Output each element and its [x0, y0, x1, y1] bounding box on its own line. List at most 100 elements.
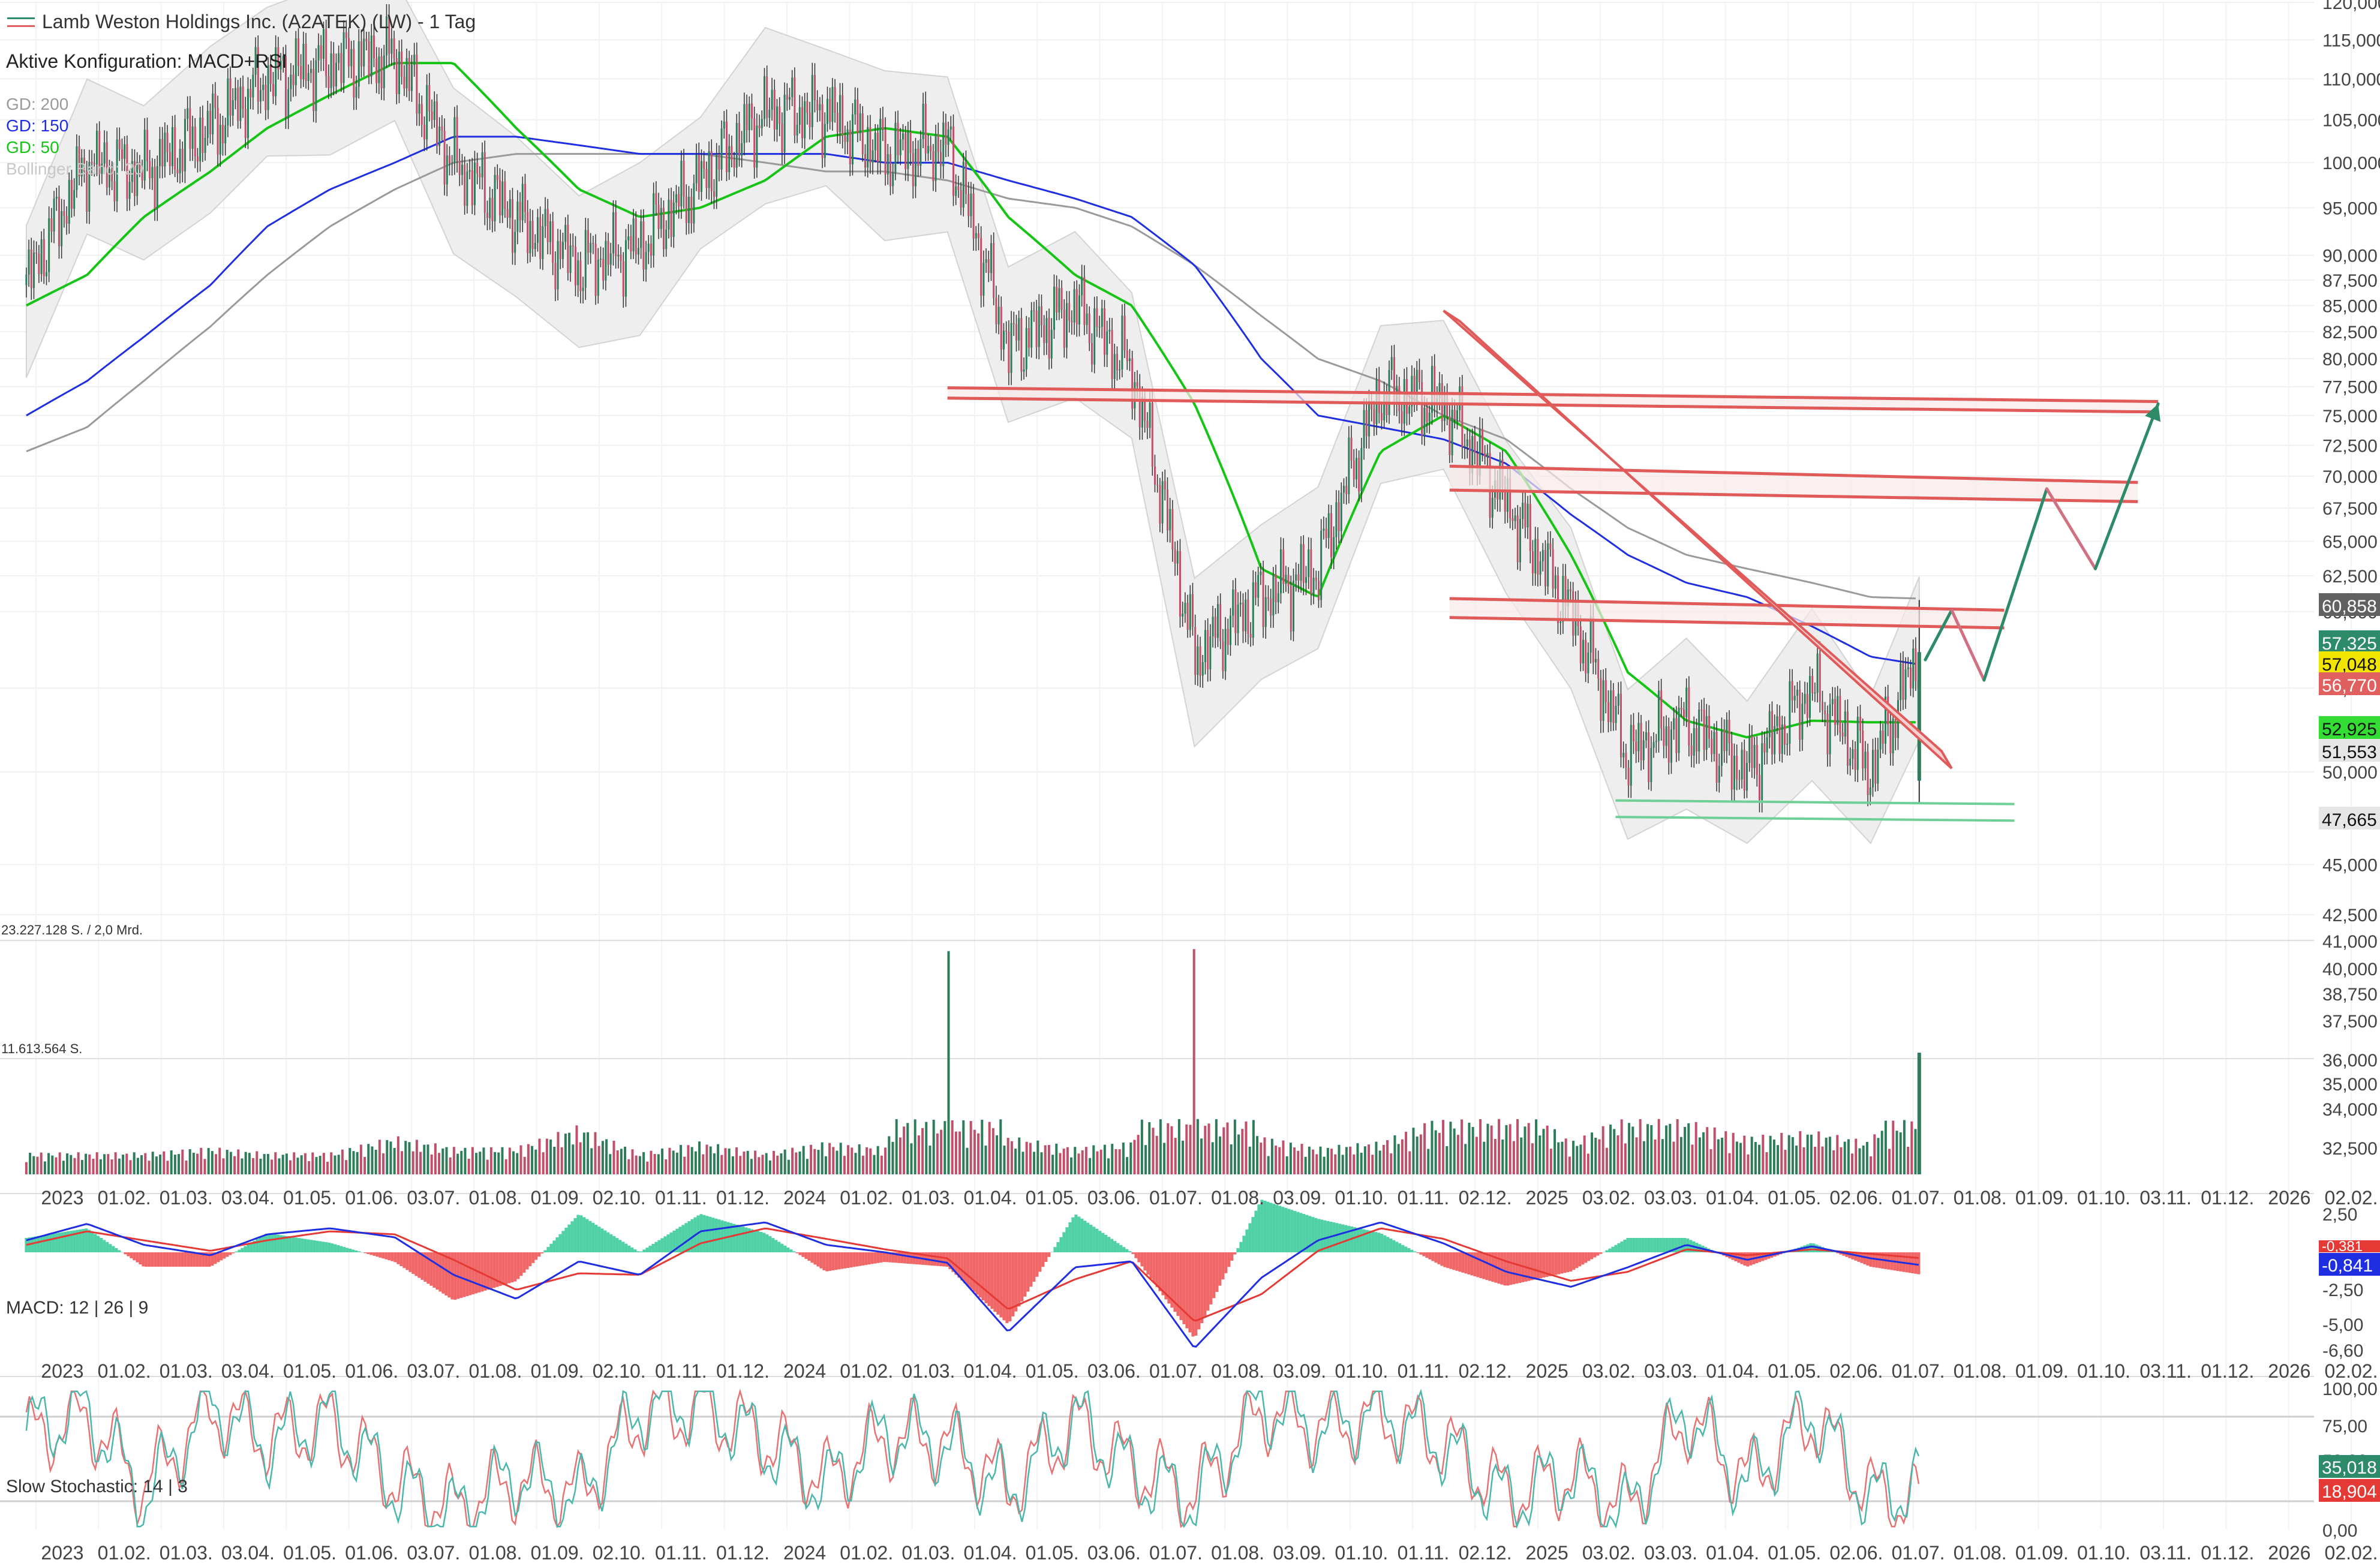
volume-bar — [1036, 1140, 1039, 1174]
candle-body — [967, 194, 970, 217]
candle-body — [312, 68, 315, 112]
volume-bar — [1315, 1154, 1318, 1174]
volume-bar — [531, 1146, 534, 1174]
candle-body — [857, 99, 859, 133]
macd-histogram-bar — [621, 1242, 625, 1252]
volume-bar — [252, 1158, 255, 1174]
volume-bar — [1646, 1124, 1649, 1174]
volume-bar — [560, 1147, 563, 1174]
macd-histogram-bar — [1068, 1222, 1072, 1252]
macd-histogram-bar — [993, 1252, 997, 1312]
volume-bar — [1553, 1129, 1556, 1174]
macd-histogram-bar — [1848, 1252, 1852, 1258]
macd-histogram-bar — [1446, 1252, 1450, 1269]
macd-histogram-bar — [729, 1223, 733, 1252]
candle-body — [315, 60, 317, 112]
macd-histogram-bar — [645, 1248, 649, 1252]
volume-bar — [471, 1147, 474, 1174]
macd-histogram-bar — [306, 1239, 310, 1252]
macd-histogram-bar — [762, 1233, 766, 1252]
candle-body — [143, 130, 146, 181]
volume-bar — [1516, 1119, 1519, 1174]
volume-bar — [761, 1155, 764, 1174]
candle-body — [640, 221, 642, 248]
candle-body — [292, 74, 295, 85]
volume-bar — [415, 1140, 418, 1174]
candle-body — [1027, 327, 1030, 348]
candle-body — [375, 58, 378, 83]
volume-bar — [575, 1125, 578, 1174]
volume-bar — [151, 1152, 154, 1174]
candle-body — [514, 232, 516, 253]
candle-body — [1338, 502, 1340, 531]
candle-body — [55, 197, 58, 199]
candle-body — [1194, 627, 1197, 675]
time-tick-label: 01.07. — [1892, 1542, 1945, 1563]
candle-body — [842, 95, 844, 137]
candle-body — [703, 161, 705, 169]
candle-body — [942, 122, 945, 167]
time-tick-label: 02.10. — [593, 1360, 646, 1382]
volume-bar — [1895, 1131, 1898, 1174]
macd-histogram-bar — [1161, 1252, 1165, 1296]
candle-body — [509, 199, 511, 218]
volume-bar — [512, 1151, 515, 1174]
macd-histogram-bar — [1419, 1252, 1423, 1255]
candle-body — [1018, 318, 1020, 341]
macd-histogram-bar — [1425, 1252, 1429, 1258]
price-tick-label: 82,500 — [2322, 323, 2378, 342]
volume-bar — [1189, 1125, 1192, 1174]
volume-bar — [475, 1153, 478, 1174]
volume-bar — [746, 1150, 749, 1174]
candle-body — [239, 86, 242, 121]
macd-histogram-bar — [1266, 1201, 1270, 1252]
volume-bar — [1278, 1147, 1281, 1174]
volume-bar — [895, 1119, 898, 1174]
volume-bar — [311, 1152, 314, 1174]
price-tick-label: 45,000 — [2322, 855, 2378, 875]
macd-histogram-bar — [492, 1252, 496, 1288]
projection-arrow-segment — [1950, 608, 1986, 682]
candle-body — [1708, 716, 1710, 739]
macd-histogram-bar — [1107, 1237, 1111, 1252]
macd-histogram-bar — [822, 1252, 826, 1270]
volume-bar — [1248, 1146, 1251, 1174]
stoch-tick-label: 75,00 — [2322, 1417, 2367, 1436]
macd-histogram-bar — [1332, 1222, 1336, 1252]
time-tick-label: 2025 — [1526, 1187, 1568, 1209]
candle-body — [1511, 518, 1514, 521]
macd-histogram-bar — [265, 1233, 268, 1252]
macd-histogram-bar — [145, 1252, 148, 1267]
macd-histogram-bar — [1467, 1252, 1471, 1275]
volume-bar — [705, 1144, 708, 1174]
volume-bar — [999, 1119, 1002, 1174]
volume-bar — [1226, 1122, 1229, 1174]
macd-histogram-bar — [1677, 1238, 1681, 1252]
volume-bar — [47, 1153, 50, 1174]
macd-histogram-bar — [1464, 1252, 1468, 1274]
macd-histogram-bar — [1245, 1229, 1249, 1252]
candle-body — [287, 89, 290, 117]
time-tick-label: 02.12. — [1459, 1542, 1512, 1563]
volume-bar — [1483, 1141, 1486, 1174]
time-tick-label: 01.07. — [1892, 1360, 1945, 1382]
candle-body — [653, 193, 655, 256]
candle-body — [1481, 429, 1483, 454]
time-tick-label: 01.05. — [1768, 1542, 1821, 1563]
macd-histogram-bar — [840, 1252, 844, 1269]
candle-body — [524, 184, 526, 212]
macd-histogram-bar — [73, 1230, 76, 1252]
candle-body — [1005, 330, 1008, 332]
macd-histogram-bar — [91, 1231, 94, 1252]
macd-histogram-bar — [1128, 1251, 1132, 1252]
volume-bar — [1204, 1126, 1207, 1174]
candle-body — [1149, 402, 1151, 428]
macd-histogram-bar — [750, 1229, 754, 1252]
macd-histogram-bar — [312, 1240, 316, 1252]
macd-histogram-bar — [271, 1234, 274, 1252]
macd-histogram-bar — [106, 1242, 109, 1252]
candle-body — [1854, 749, 1856, 770]
volume-bar — [1620, 1119, 1623, 1174]
macd-histogram-bar — [672, 1230, 676, 1252]
macd-histogram-bar — [405, 1252, 409, 1270]
